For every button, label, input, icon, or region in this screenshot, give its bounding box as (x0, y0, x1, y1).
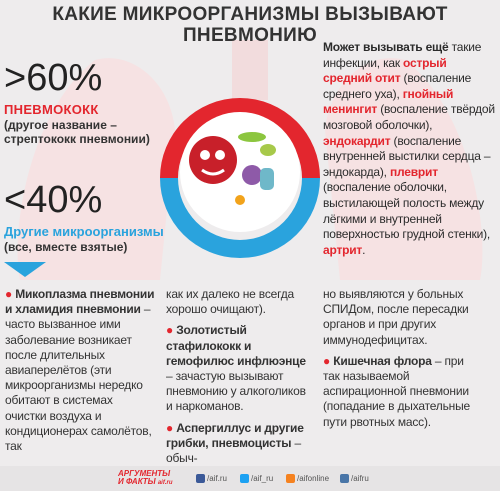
item-text: как их далеко не всегда хорошо очищают). (166, 287, 295, 317)
stat-value: >60% (4, 57, 103, 99)
disease: гнойный менингит (323, 86, 454, 117)
logo-line: АРГУМЕНТЫ (118, 469, 171, 478)
donut-blue (160, 178, 320, 258)
disease: плеврит (389, 164, 438, 179)
microbe-eye (215, 150, 225, 160)
logo-site: aif.ru (157, 480, 173, 486)
social-text: /aifonline (297, 474, 330, 483)
item-text: – при так называемой аспирационной пневм… (323, 353, 470, 429)
footer (0, 466, 500, 491)
lung-left (17, 58, 175, 280)
side-note: Может вызывать ещё такие инфекции, как о… (323, 40, 497, 258)
social-text: /aifru (351, 474, 369, 483)
text: (воспаление оболочки, выстилающей полост… (323, 180, 491, 242)
social-link[interactable]: /aifru (340, 474, 369, 484)
microbe-blue (260, 168, 274, 190)
item-heading: Аспергиллус и другие грибки, пневмоцисты (166, 420, 304, 450)
stat-value: <40% (4, 179, 103, 221)
trachea (232, 40, 268, 100)
stat-name: ПНЕВМОКОКК (4, 102, 99, 117)
stat-note: (другое название – стрептококк пневмонии… (4, 118, 150, 146)
microbe-green (260, 144, 276, 156)
item-text: – зачастую вызывают пневмонию у алкоголи… (166, 369, 306, 414)
logo-text: И ФАКТЫ (118, 477, 156, 486)
microbe-red (189, 136, 237, 184)
microbe-mouth (201, 168, 225, 176)
triangle-marker (4, 262, 46, 277)
item: ● Микоплазма пневмонии и хламидия пневмо… (5, 287, 155, 454)
item-text: но выявляются у больных СПИДом, после пе… (323, 287, 469, 347)
microbe-orange (235, 195, 245, 205)
item-text: – часто вызванное ими заболевание возник… (5, 302, 152, 454)
column: но выявляются у больных СПИДом, после пе… (323, 287, 483, 436)
item-heading: Золотистый стафилококк и гемофилюс инфлю… (166, 323, 306, 368)
stat-note: (все, вместе взятые) (4, 240, 128, 254)
item-text: – обыч- (166, 435, 301, 466)
title: КАКИЕ МИКРООРГАНИЗМЫ ВЫЗЫВАЮТ ПНЕВМОНИЮ (52, 4, 448, 46)
donut-red (160, 98, 320, 178)
social-link[interactable]: /aifonline (286, 474, 330, 484)
disease: эндокардит (323, 133, 391, 148)
item: ● Аспергиллус и другие грибки, пневмоцис… (166, 420, 304, 466)
microbe-eye (200, 150, 210, 160)
item: как их далеко не всегда хорошо очищают). (166, 287, 314, 317)
text: . (362, 242, 366, 257)
text: (воспаление внутренней выстилки сердца –… (323, 133, 491, 179)
text: (воспаление среднего уха), (323, 71, 472, 101)
social-text: /aif_ru (251, 474, 274, 483)
microbe-purple (242, 165, 262, 185)
disease: острый средний отит (323, 55, 447, 86)
item: но выявляются у больных СПИДом, после пе… (323, 287, 483, 348)
social-link[interactable]: /aif.ru (196, 474, 228, 484)
item: ● Золотистый стафилококк и гемофилюс инф… (166, 323, 306, 414)
item: ● Кишечная флора – при так называемой ас… (323, 353, 470, 429)
microbe-green (238, 132, 266, 142)
text: такие инфекции, как (323, 40, 482, 70)
social-link[interactable]: /aif_ru (240, 474, 274, 484)
column: ● Микоплазма пневмонии и хламидия пневмо… (5, 287, 157, 460)
stat-name: Другие микроорганизмы (4, 224, 164, 239)
logo-line: И ФАКТЫ aif.ru (118, 478, 182, 487)
text: (воспаление твёрдой мозговой оболочки), (323, 102, 495, 132)
lung-right (325, 58, 483, 280)
social-text: /aif.ru (207, 474, 228, 483)
side-heading: Может вызывать ещё (323, 40, 449, 54)
disease: артрит (323, 242, 363, 257)
item-heading: Микоплазма пневмонии и хламидия пневмони… (5, 287, 155, 317)
item-heading: Кишечная флора (333, 353, 432, 368)
column: как их далеко не всегда хорошо очищают).… (166, 287, 314, 472)
logo[interactable]: АРГУМЕНТЫ И ФАКТЫ aif.ru (118, 470, 182, 487)
